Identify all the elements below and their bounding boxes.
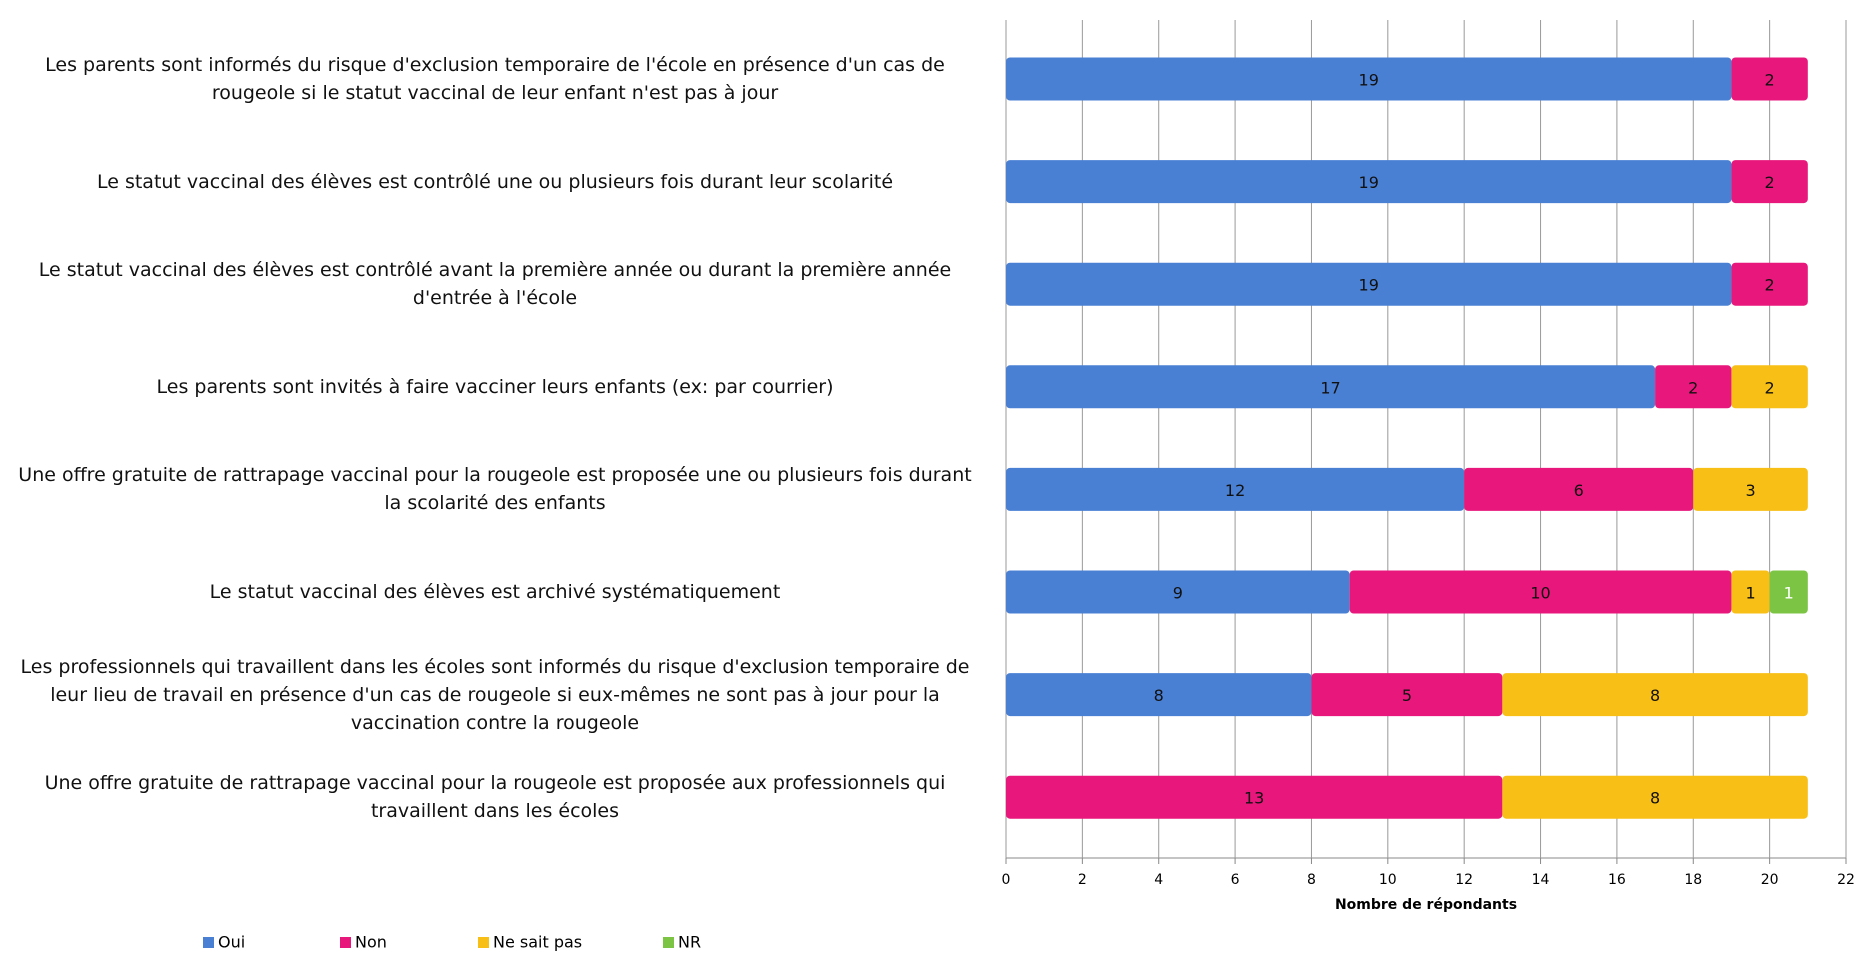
x-tick-label: 10 [1379,872,1397,888]
bar-segment [1006,57,1732,101]
bar-segment [1731,570,1770,614]
bar-segment [1731,57,1808,101]
bar-segment [1006,365,1656,409]
x-tick-label: 6 [1231,872,1240,888]
bar-segment [1311,673,1503,717]
data-label: 2 [1765,71,1775,90]
x-tick-label: 16 [1608,872,1626,888]
bar-segment [1502,775,1808,819]
data-label: 0 [1809,276,1819,295]
bar-segment [1006,262,1732,306]
category-label: Une offre gratuite de rattrapage vaccina… [44,772,946,823]
bar-segment [1769,570,1808,614]
x-tick-label: 20 [1761,872,1779,888]
bar-segment [1006,467,1465,511]
legend-swatch [340,937,351,948]
x-tick-label: 18 [1684,872,1702,888]
data-label: 6 [1574,481,1584,500]
category-label: Les professionnels qui travaillent dans … [20,655,970,734]
data-label: 0 [1809,71,1819,90]
data-label: 10 [1530,584,1550,603]
bar-segment [1006,570,1350,614]
data-label: 2 [1688,378,1698,397]
category-label: Les parents sont informés du risque d'ex… [45,54,945,104]
legend-label: NR [678,933,701,952]
bar-segment [1502,673,1808,717]
data-label: 17 [1320,378,1340,397]
bar-segment [1731,160,1808,204]
data-label: 2 [1765,378,1775,397]
legend-swatch [478,937,489,948]
data-label: 8 [1650,789,1660,808]
data-label: 5 [1402,686,1412,705]
data-label: 9 [1173,584,1183,603]
data-label: 2 [1765,276,1775,295]
data-label: 13 [1244,789,1264,808]
legend-label: Oui [218,933,245,952]
bar-segment [1006,673,1312,717]
bar-segment [1731,365,1808,409]
data-label: 1 [1745,584,1755,603]
category-label: Une offre gratuite de rattrapage vaccina… [18,464,972,515]
legend-swatch [203,937,214,948]
data-label: 19 [1359,276,1379,295]
bar-segment [1655,365,1732,409]
bar-segment [1006,160,1732,204]
data-label: 19 [1359,173,1379,192]
bar-segment [1006,775,1503,819]
category-label: Le statut vaccinal des élèves est contrô… [38,259,952,310]
bar-segment [1693,467,1808,511]
data-label: 19 [1359,71,1379,90]
bar-segment [1464,467,1694,511]
x-tick-label: 0 [1002,872,1011,888]
data-label: 3 [1745,481,1755,500]
x-tick-label: 12 [1455,872,1473,888]
x-tick-label: 4 [1154,872,1163,888]
category-label: Les parents sont invités à faire vaccine… [156,375,834,398]
legend-label: Non [355,933,387,952]
x-axis-label: Nombre de répondants [1335,897,1517,913]
bar-segment [1349,570,1732,614]
data-label: 8 [1650,686,1660,705]
data-label: 8 [1154,686,1164,705]
legend-label: Ne sait pas [493,933,582,952]
x-tick-label: 8 [1307,872,1316,888]
x-tick-label: 2 [1078,872,1087,888]
legend-swatch [663,937,674,948]
data-label: 0 [1809,173,1819,192]
x-tick-label: 14 [1532,872,1550,888]
category-label: Le statut vaccinal des élèves est contrô… [96,170,894,193]
data-label: 12 [1225,481,1245,500]
data-label: 2 [1765,173,1775,192]
bar-segment [1731,262,1808,306]
x-tick-label: 22 [1837,872,1855,888]
category-label: Le statut vaccinal des élèves est archiv… [209,581,781,603]
data-label: 1 [1784,584,1794,603]
